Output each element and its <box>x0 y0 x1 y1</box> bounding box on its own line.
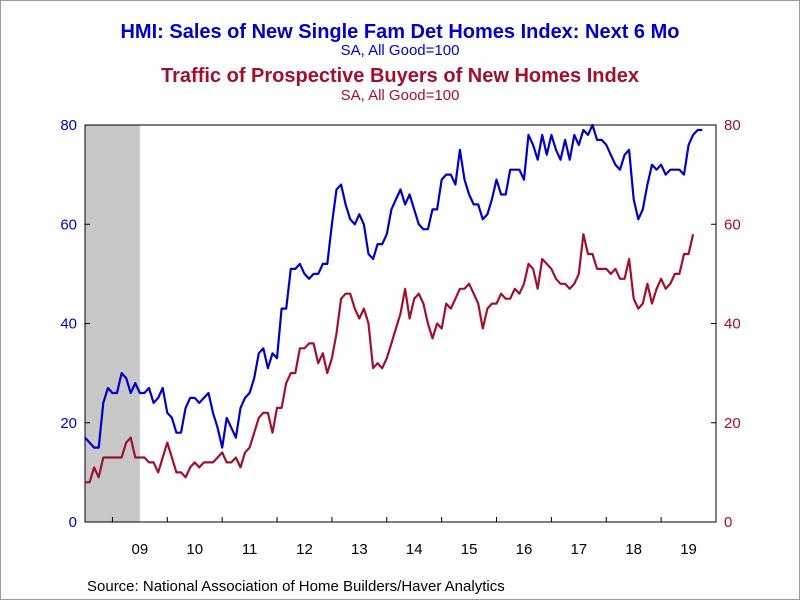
series-line-sales <box>84 123 703 449</box>
y-left-tick-label: 60 <box>60 216 77 233</box>
x-tick-label: 17 <box>570 541 587 558</box>
x-tick-label: 10 <box>186 541 203 558</box>
series-line-traffic <box>85 233 695 484</box>
chart-subtitle-sales: SA, All Good=100 <box>340 42 460 59</box>
y-left-tick-label: 80 <box>60 117 77 134</box>
plot-frame <box>84 124 717 523</box>
source-note: Source: National Association of Home Bui… <box>87 578 505 595</box>
y-right-tick-label: 20 <box>724 415 741 432</box>
x-tick-label: 11 <box>242 541 258 558</box>
y-left-tick-label: 20 <box>60 415 77 432</box>
chart-subtitle-traffic: SA, All Good=100 <box>340 87 460 104</box>
x-tick-label: 09 <box>132 541 149 558</box>
chart-title-sales: HMI: Sales of New Single Fam Det Homes I… <box>120 21 680 43</box>
x-tick-label: 16 <box>516 541 533 558</box>
x-tick-label: 15 <box>461 541 478 558</box>
x-tick-label: 14 <box>406 541 423 558</box>
x-tick-label: 19 <box>680 541 697 558</box>
y-left-tick-label: 0 <box>69 514 77 531</box>
y-right-tick-label: 60 <box>724 216 741 233</box>
x-tick-label: 13 <box>351 541 368 558</box>
chart-title-traffic: Traffic of Prospective Buyers of New Hom… <box>161 65 639 87</box>
x-tick-label: 18 <box>625 541 642 558</box>
y-left-tick-label: 40 <box>60 316 77 333</box>
x-tick-label: 12 <box>296 541 313 558</box>
recession-shading <box>85 125 140 522</box>
y-right-tick-label: 0 <box>724 514 732 531</box>
y-right-tick-label: 40 <box>724 316 741 333</box>
y-right-tick-label: 80 <box>724 117 741 134</box>
